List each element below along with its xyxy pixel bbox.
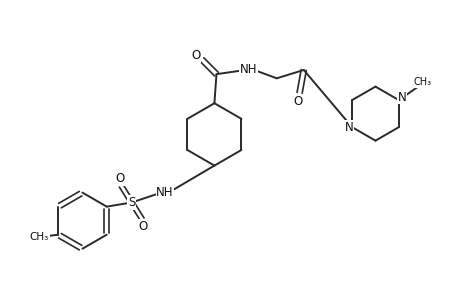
Text: N: N: [344, 121, 353, 134]
Text: O: O: [138, 220, 147, 233]
Text: NH: NH: [156, 186, 174, 199]
Text: O: O: [190, 49, 200, 62]
Text: O: O: [115, 172, 124, 185]
Text: NH: NH: [240, 64, 257, 76]
Text: CH₃: CH₃: [30, 232, 49, 242]
Text: N: N: [397, 91, 405, 103]
Text: S: S: [128, 196, 135, 209]
Text: CH₃: CH₃: [413, 77, 431, 88]
Text: O: O: [292, 95, 302, 108]
